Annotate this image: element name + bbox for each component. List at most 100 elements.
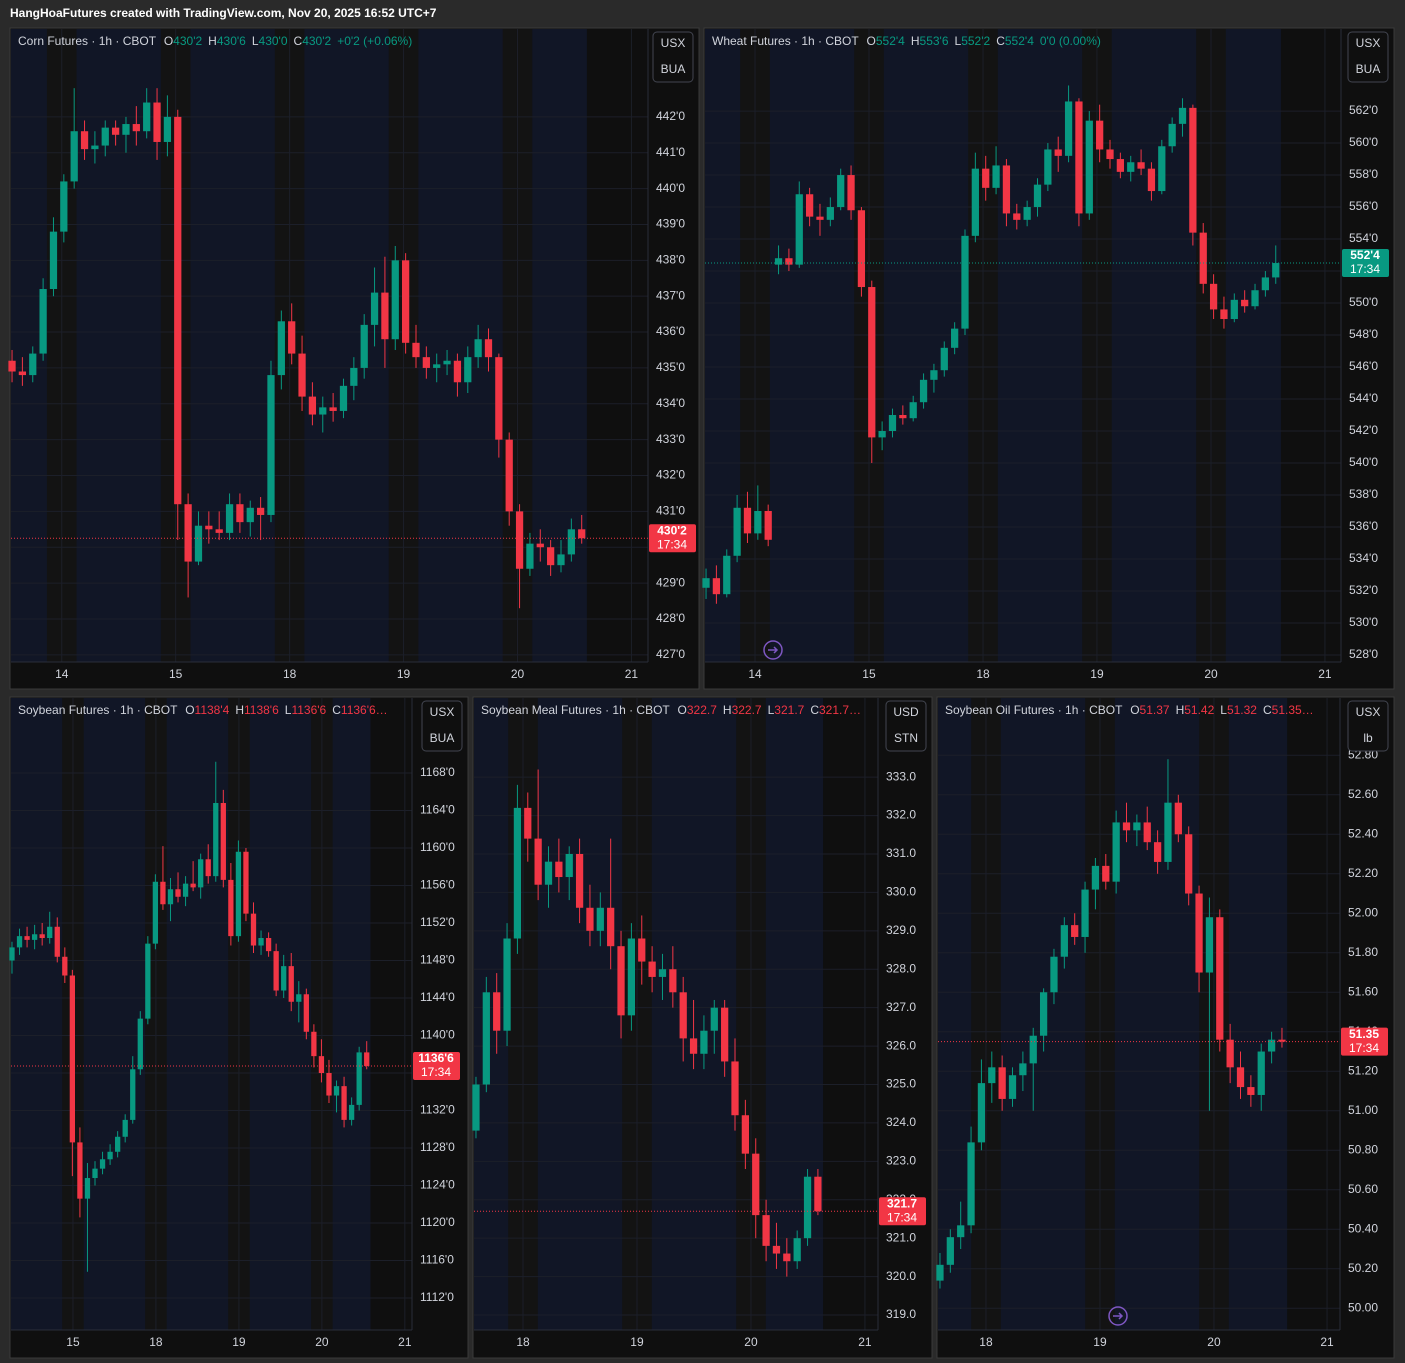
legend-value: 430'2 xyxy=(302,34,331,48)
candle-body xyxy=(899,415,907,419)
candle-body xyxy=(936,1264,944,1281)
candle-body xyxy=(888,415,897,432)
candle-body xyxy=(153,102,161,142)
candle-body xyxy=(940,347,948,371)
candle-body xyxy=(1050,956,1058,993)
y-tick-label: 546'0 xyxy=(1349,359,1378,373)
off-session-band xyxy=(1287,698,1340,1330)
candle-body xyxy=(1185,834,1193,894)
y-tick-label: 1140'0 xyxy=(420,1028,455,1042)
x-tick-label: 15 xyxy=(169,667,183,681)
y-tick-label: 331.0 xyxy=(886,846,916,860)
x-tick-label: 20 xyxy=(1204,667,1218,681)
candle-body xyxy=(638,938,646,962)
candle-body xyxy=(689,1038,698,1054)
candle-body xyxy=(1267,1039,1276,1052)
candle-body xyxy=(370,292,379,325)
candle-body xyxy=(493,992,501,1031)
legend-value: 321.7 xyxy=(774,703,804,717)
candle-body xyxy=(1257,1051,1265,1095)
legend-key: L xyxy=(1220,703,1227,717)
x-tick-label: 21 xyxy=(625,667,639,681)
candle-body xyxy=(190,883,196,888)
candle-body xyxy=(24,936,30,940)
candle-body xyxy=(1209,283,1218,310)
y-tick-label: 437'0 xyxy=(656,288,685,302)
y-tick-label: 432'0 xyxy=(656,468,685,482)
x-tick-label: 18 xyxy=(516,1335,530,1349)
candle-body xyxy=(803,1176,812,1239)
x-tick-label: 20 xyxy=(1207,1335,1221,1349)
candle-body xyxy=(1236,1067,1245,1088)
candle-body xyxy=(946,1237,954,1265)
y-tick-label: 326.0 xyxy=(886,1038,916,1052)
candle-body xyxy=(143,102,151,132)
chart-panel: 427'0 428'0 429'0 430'0 431'0 432'0 433'0 434'0… xyxy=(8,27,700,690)
candle-body xyxy=(92,1168,98,1179)
candle-body xyxy=(258,938,264,946)
candle-body xyxy=(198,859,204,888)
legend-value: 552'4 xyxy=(1005,34,1034,48)
candle-body xyxy=(961,235,969,329)
candle-body xyxy=(826,207,834,220)
candle-body xyxy=(878,431,886,438)
candle-body xyxy=(847,175,855,211)
legend-key: O xyxy=(164,34,173,48)
candle-body xyxy=(1272,263,1280,278)
legend: Soybean Meal Futures · 1h · CBOT O322.7 H3… xyxy=(481,703,861,717)
candle-body xyxy=(1064,101,1073,156)
y-tick-label: 1156'0 xyxy=(420,878,455,892)
legend-key: O xyxy=(678,703,687,717)
candle-body xyxy=(1008,1075,1017,1099)
candle-body xyxy=(433,364,441,368)
unit-label: USX xyxy=(661,36,686,50)
chart-title: Soybean Futures · 1h · CBOT xyxy=(18,703,178,717)
candle-body xyxy=(971,168,979,236)
candle-body xyxy=(1127,162,1135,172)
session-band xyxy=(11,29,648,662)
y-tick-label: 321.0 xyxy=(886,1230,916,1244)
candle-body xyxy=(1205,917,1214,973)
legend-value: 430'0 xyxy=(259,34,288,48)
legend-key: O xyxy=(1130,703,1139,717)
y-tick-label: 52.00 xyxy=(1348,905,1378,919)
y-tick-label: 329.0 xyxy=(886,923,916,937)
candle-body xyxy=(1106,149,1114,160)
y-tick-label: 556'0 xyxy=(1349,199,1378,213)
candle-body xyxy=(1054,149,1062,156)
y-tick-label: 325.0 xyxy=(886,1077,916,1091)
y-tick-label: 1116'0 xyxy=(420,1253,454,1267)
candle-body xyxy=(857,210,866,288)
candle-body xyxy=(627,938,636,1016)
candle-body xyxy=(957,1225,965,1238)
candle-body xyxy=(296,994,302,1002)
candle-body xyxy=(721,1007,729,1062)
candle-body xyxy=(91,145,99,150)
off-session-band xyxy=(370,698,412,1330)
candle-body xyxy=(31,934,38,940)
y-tick-label: 1120'0 xyxy=(420,1215,455,1229)
candle-body xyxy=(1278,1039,1286,1042)
y-tick-label: 1168'0 xyxy=(420,765,455,779)
y-tick-label: 1132'0 xyxy=(420,1103,455,1117)
candle-body xyxy=(77,1142,83,1199)
y-tick-label: 52.40 xyxy=(1348,826,1378,840)
y-tick-label: 439'0 xyxy=(656,217,685,231)
legend-value: 51.37 xyxy=(1140,703,1170,717)
candle-body xyxy=(1147,168,1156,192)
off-session-band xyxy=(586,29,648,662)
candle-body xyxy=(741,1115,749,1154)
y-tick-label: 554'0 xyxy=(1349,231,1378,245)
last-price-label: 552'4 xyxy=(1350,248,1380,262)
y-tick-label: 323.0 xyxy=(886,1154,916,1168)
legend-value: 51.32 xyxy=(1227,703,1257,717)
candle-body xyxy=(1230,299,1238,320)
candle-body xyxy=(348,1104,355,1120)
candle-body xyxy=(182,883,189,897)
candle-body xyxy=(951,328,959,348)
legend-key: O xyxy=(185,703,194,717)
candle-body xyxy=(992,165,1000,188)
y-tick-label: 1144'0 xyxy=(420,990,455,1004)
y-tick-label: 428'0 xyxy=(656,611,685,625)
